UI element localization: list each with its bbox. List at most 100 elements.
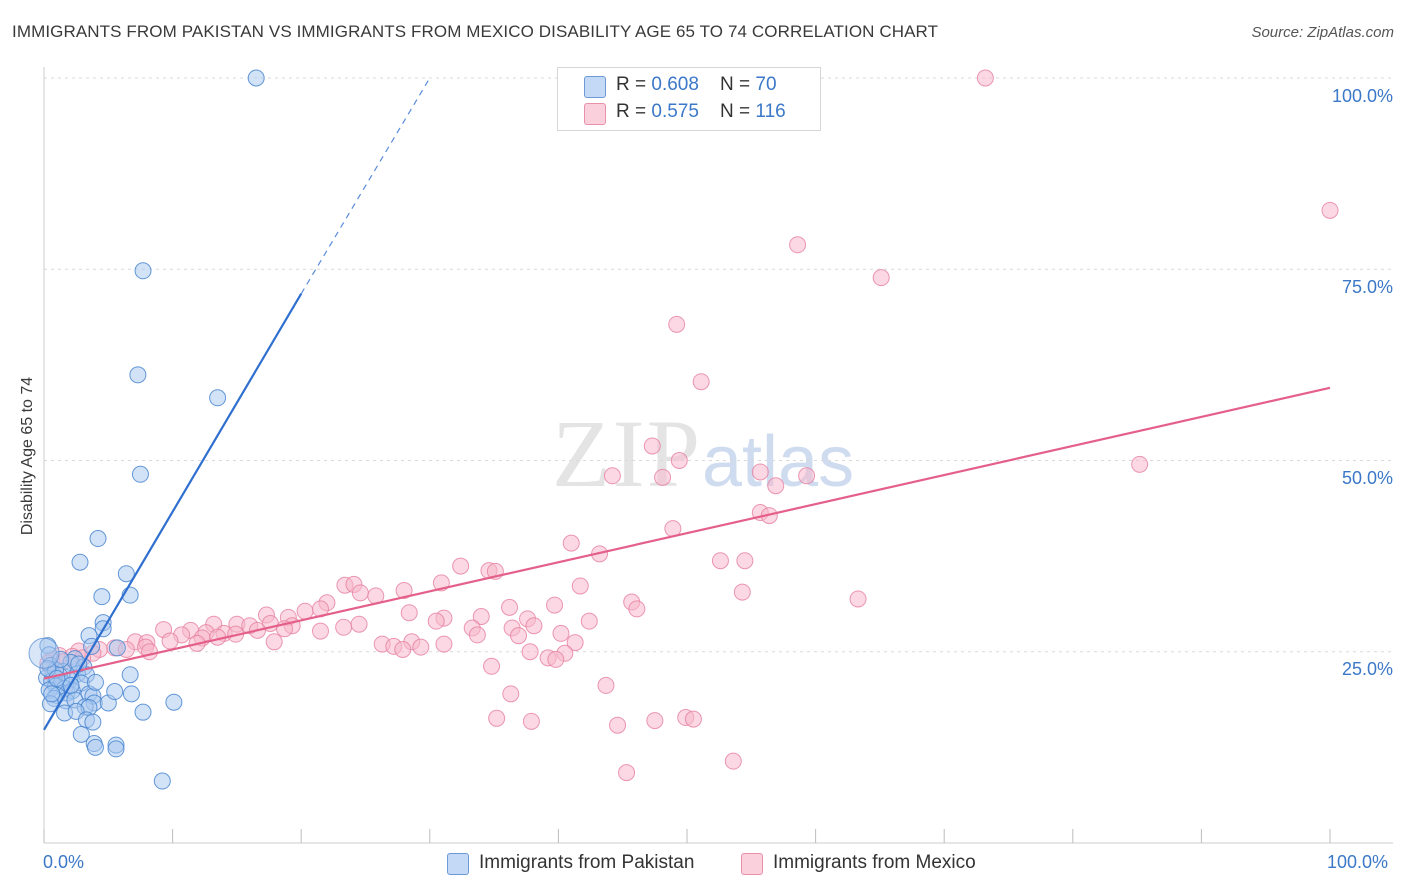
pakistan-point [131,465,149,483]
pakistan-point [134,262,152,280]
pakistan-point [247,69,265,87]
mexico-point [395,582,413,600]
pakistan-points [28,69,265,790]
mexico-point [502,685,520,703]
mexico-point [452,557,470,575]
mexico-point [468,626,486,644]
mexico-point [521,643,539,661]
mexico-point [724,752,742,770]
mexico-point [684,710,702,728]
legend-swatch [584,103,606,125]
mexico-point [849,590,867,608]
pakistan-point [129,366,147,384]
mexico-point [798,467,816,485]
mexico-point [646,712,664,730]
mexico-point [562,534,580,552]
mexico-point [311,622,329,640]
mexico-point [654,468,672,486]
mexico-point [872,269,890,287]
mexico-point [427,612,445,630]
correlation-legend: R = 0.608 N = 70 R = 0.575 N = 116 [557,67,821,131]
n-value: 70 [755,74,777,95]
mexico-point [692,373,710,391]
mexico-point [571,577,589,595]
mexico-point [265,633,283,651]
pakistan-point [89,530,107,548]
mexico-points [39,69,1339,782]
mexico-point [767,477,785,495]
mexico-point [472,608,490,626]
mexico-point [394,640,412,658]
mexico-point [609,716,627,734]
legend-swatch [741,853,763,875]
mexico-point [670,452,688,469]
series-legend: Immigrants from Pakistan Immigrants from… [0,852,1406,878]
pakistan-point [122,685,140,703]
n-label: N = [720,74,756,95]
n-label: N = [720,101,756,122]
mexico-point [976,69,994,87]
pakistan-point [121,666,139,684]
pakistan-point [72,725,90,743]
legend-swatch [584,76,606,98]
mexico-point [1321,201,1339,219]
legend-label: Immigrants from Mexico [773,852,976,873]
pakistan-trend-extension [300,77,431,295]
mexico-point [580,612,598,630]
mexico-point [566,634,584,652]
x-tick-label: 100.0% [1327,852,1389,872]
mexico-point [488,709,506,727]
mexico-point [510,627,528,645]
mexico-point [351,584,369,602]
mexico-point [628,600,646,618]
mexico-point [412,638,430,656]
mexico-point [435,635,453,653]
pakistan-point [117,565,135,583]
mexico-point [140,643,158,661]
pakistan-point [52,650,70,668]
n-value: 116 [755,101,786,122]
pakistan-point [153,772,171,790]
mexico-point [501,598,519,616]
pakistan-point [28,637,60,669]
pakistan-point [209,389,227,407]
mexico-point [400,604,418,622]
mexico-point [522,712,540,730]
y-tick-label: 25.0% [1341,659,1393,679]
chart-title: IMMIGRANTS FROM PAKISTAN VS IMMIGRANTS F… [12,22,939,41]
mexico-point [547,650,565,668]
watermark: ZIPatlas [552,398,854,509]
mexico-point [483,657,501,675]
mexico-point [296,602,314,620]
y-tick-label: 50.0% [1341,468,1393,488]
pakistan-point [134,703,152,721]
mexico-point [350,615,368,633]
r-value: 0.608 [651,74,699,95]
mexico-point [525,617,543,635]
mexico-trend-line [43,386,1331,680]
mexico-point [668,315,686,333]
mexico-point [1131,455,1149,473]
r-label: R = [616,74,652,95]
y-tick-label: 75.0% [1341,277,1393,297]
pakistan-point [84,713,102,731]
mexico-point [618,764,636,782]
y-axis-label: Disability Age 65 to 74 [19,376,36,536]
mexico-point [711,552,729,570]
trend-lines [43,77,1331,731]
r-value: 0.575 [651,101,699,122]
mexico-point [603,467,621,485]
pakistan-point [86,673,104,691]
x-tick-label: 0.0% [43,852,85,872]
pakistan-trend-line [43,293,303,731]
pakistan-point [93,588,111,606]
pakistan-point [71,553,89,571]
pakistan-point [165,693,183,711]
pakistan-point [48,670,66,688]
pakistan-point [43,685,61,703]
pakistan-point [107,740,125,758]
pakistan-point [86,738,104,756]
mexico-point [161,632,179,650]
axes [43,67,1393,844]
